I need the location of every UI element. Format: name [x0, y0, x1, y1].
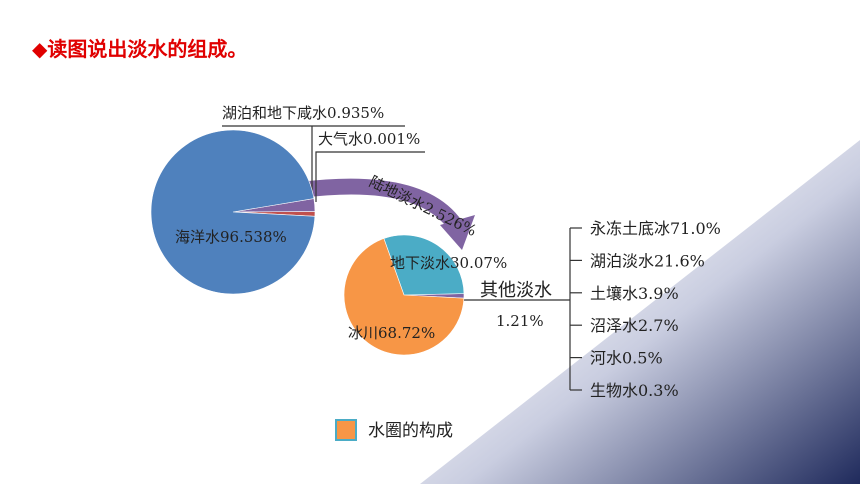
- pie-slice: [343, 238, 465, 356]
- breakdown-item: 土壤水3.9%: [590, 284, 679, 303]
- breakdown-item: 生物水0.3%: [590, 381, 679, 400]
- pie-slice: [383, 234, 465, 296]
- arrow-head: [440, 215, 475, 250]
- breakdown-item: 河水0.5%: [590, 349, 663, 368]
- slice-label: 冰川68.72%: [348, 324, 435, 342]
- slice-label: 湖泊和地下咸水0.935%: [222, 104, 384, 122]
- slice-label: 大气水0.001%: [318, 130, 420, 148]
- pie-slice: [150, 129, 316, 295]
- slice-label: 地下淡水30.07%: [390, 254, 507, 272]
- other-name: 其他淡水: [480, 280, 552, 301]
- breakdown-item: 永冻土底冰71.0%: [590, 219, 721, 238]
- slice-value: 0.935%: [327, 104, 384, 122]
- slice-label: 海洋水96.538%: [175, 228, 287, 246]
- title-text: 读图说出淡水的组成。: [47, 37, 247, 61]
- title: ◆读图说出淡水的组成。: [32, 37, 247, 61]
- slice-value: 0.001%: [363, 130, 420, 148]
- slice-value: 68.72%: [378, 324, 435, 342]
- slice-name: 大气水: [318, 130, 363, 148]
- slice-name: 湖泊和地下咸水: [222, 104, 327, 122]
- arrow: [299, 178, 462, 230]
- leader: [222, 125, 405, 204]
- slice-value: 30.07%: [450, 254, 507, 272]
- slice-value: 96.538%: [220, 228, 287, 246]
- breakdown-item: 湖泊淡水21.6%: [590, 251, 705, 270]
- legend-swatch: [335, 419, 357, 441]
- breakdown-item: 沼泽水2.7%: [590, 316, 679, 335]
- bullet: ◆: [32, 37, 48, 61]
- slice-name: 地下淡水: [390, 254, 450, 272]
- legend-text: 水圈的构成: [368, 421, 453, 441]
- other-value: 1.21%: [496, 312, 544, 330]
- slice-name: 冰川: [348, 324, 378, 342]
- leaders: [222, 125, 582, 391]
- background-gradient: [420, 140, 860, 484]
- slice-label: 陆地淡水2.526%: [366, 172, 479, 240]
- leader: [315, 151, 425, 202]
- slice-name: 海洋水: [175, 228, 220, 246]
